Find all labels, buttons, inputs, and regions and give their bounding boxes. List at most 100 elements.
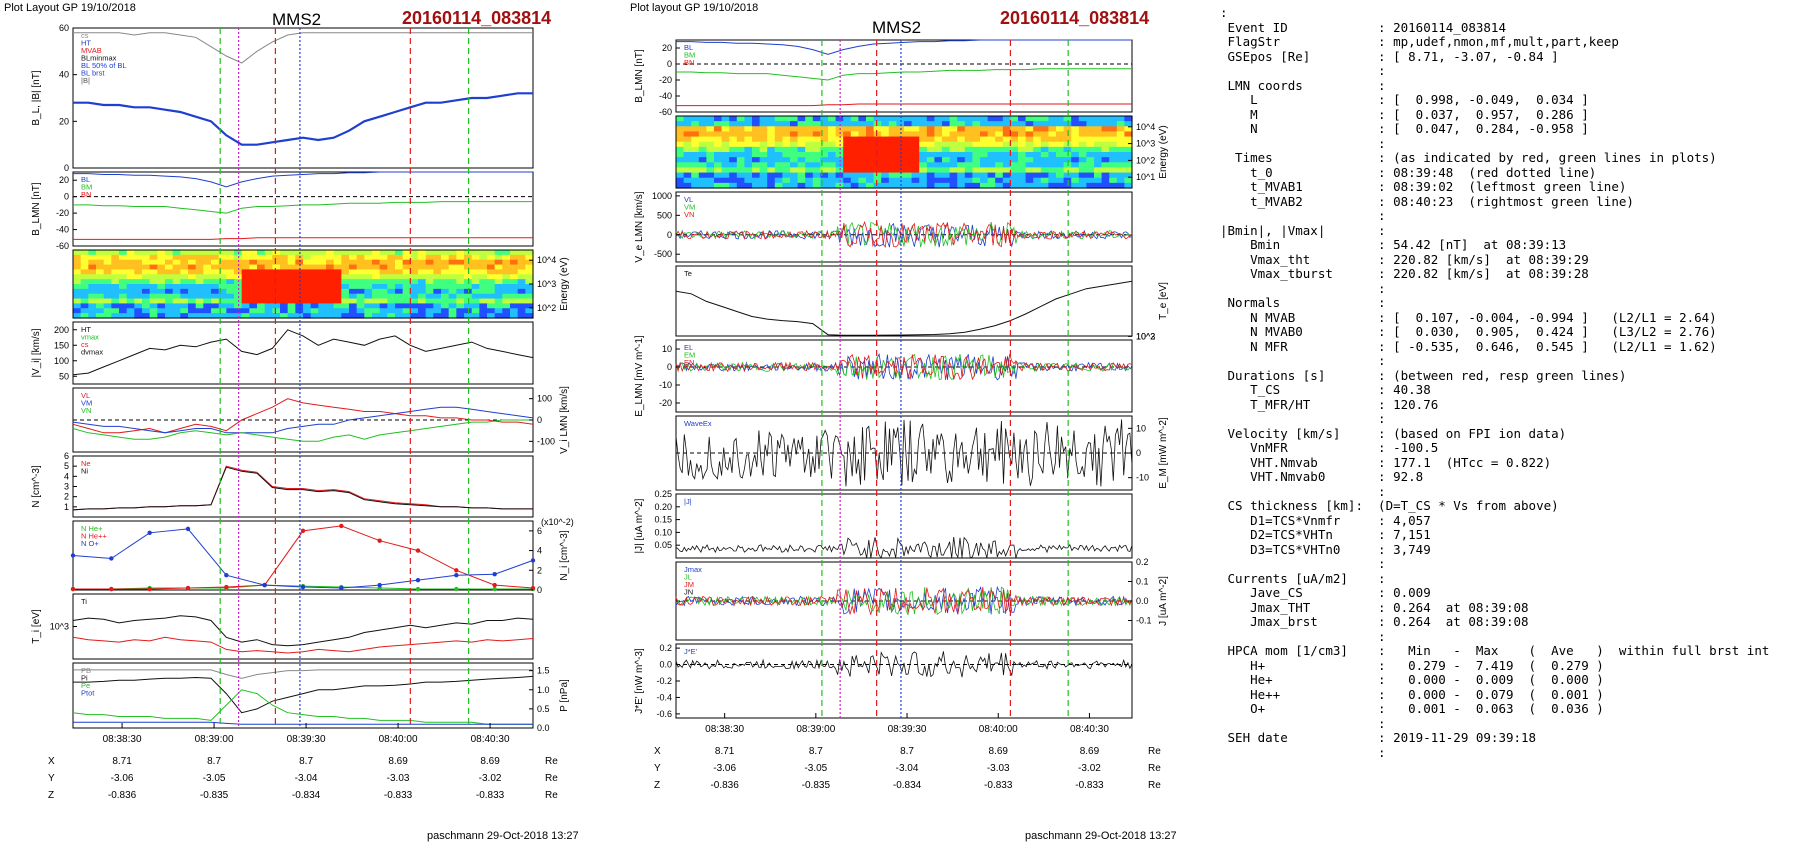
heatmap-cell (1124, 167, 1133, 174)
heatmap-cell (1018, 182, 1027, 189)
y-axis-label: V_e LMN [km/s] (634, 191, 645, 262)
heatmap-cell (188, 259, 197, 266)
heatmap-cell (456, 303, 465, 309)
heatmap-cell (729, 157, 738, 163)
heatmap-cell (387, 264, 396, 271)
heatmap-cell (379, 293, 388, 300)
y-axis-label: N [cm^-3] (31, 465, 42, 508)
heatmap-cell (797, 131, 806, 138)
y-tick-label: 50 (59, 371, 69, 381)
heatmap-cell (448, 279, 457, 285)
heatmap-cell (1101, 121, 1110, 127)
heatmap-cell (964, 157, 973, 163)
heatmap-cell (926, 162, 935, 169)
heatmap-cell (425, 279, 434, 285)
info-line: : (1220, 208, 1386, 223)
heatmap-cell (919, 136, 928, 143)
heatmap-cell (510, 308, 519, 314)
heatmap-cell (241, 288, 250, 295)
heatmap-cell (828, 182, 837, 189)
heatmap-cell (1018, 167, 1027, 174)
heatmap-cell (73, 293, 82, 300)
heatmap-cell (782, 126, 791, 133)
heatmap-cell (157, 250, 166, 256)
position-value: -0.834 (292, 790, 321, 800)
heatmap-cell (471, 264, 480, 271)
heatmap-cell (1040, 157, 1049, 163)
heatmap-cell (934, 162, 943, 169)
heatmap-cell (456, 279, 465, 285)
series-line (72, 329, 534, 376)
heatmap-cell (433, 269, 442, 275)
heatmap-cell (211, 279, 220, 285)
heatmap-cell (904, 131, 913, 138)
x-tick-label: 08:40:00 (379, 734, 418, 745)
heatmap-cell (464, 313, 473, 319)
heatmap-cell (729, 182, 738, 189)
heatmap-cell (73, 274, 82, 280)
series-point (70, 553, 76, 558)
heatmap-cell (904, 136, 913, 143)
heatmap-cell (425, 274, 434, 280)
heatmap-cell (949, 116, 958, 122)
y-tick-label: 5 (64, 461, 69, 471)
heatmap-cell (676, 116, 685, 122)
series-line (73, 669, 533, 679)
heatmap-cell (241, 303, 250, 309)
heatmap-cell (395, 279, 404, 285)
heatmap-cell (835, 131, 844, 138)
heatmap-cell (126, 274, 135, 280)
heatmap-cell (479, 288, 488, 295)
heatmap-cell (843, 182, 852, 189)
heatmap-cell (142, 279, 151, 285)
heatmap-cell (820, 116, 829, 122)
heatmap-cell (774, 152, 783, 158)
heatmap-cell (471, 288, 480, 295)
heatmap-cell (126, 259, 135, 266)
heatmap-cell (257, 259, 266, 266)
heatmap-cell (402, 274, 411, 280)
info-line: T_MFR/HT : 120.76 (1220, 396, 1439, 412)
info-line: VHT.Nmvab : 177.1 (HTcc = 0.822) (1220, 454, 1552, 470)
heatmap-cell (1094, 157, 1103, 163)
panel-frame (72, 662, 534, 729)
heatmap-cell (510, 254, 519, 261)
panel-frame (675, 39, 1133, 113)
heatmap-cell (241, 254, 250, 261)
left-layout-label: Plot Layout GP 19/10/2018 (4, 2, 136, 14)
heatmap-cell (119, 274, 128, 280)
heatmap-cell (767, 126, 776, 133)
heatmap-cell (96, 254, 105, 261)
heatmap-cell (1063, 116, 1072, 122)
heatmap-cell (676, 121, 685, 127)
heatmap-cell (249, 313, 258, 319)
heatmap-cell (805, 162, 814, 169)
heatmap-cell (1048, 182, 1057, 189)
heatmap-cell (980, 152, 989, 158)
x-tick-label: 08:39:30 (287, 734, 326, 745)
heatmap-cell (372, 303, 381, 309)
heatmap-cell (828, 146, 837, 153)
heatmap-cell (272, 269, 281, 275)
heatmap-cell (805, 131, 814, 138)
heatmap-cell (341, 298, 350, 305)
heatmap-cell (1010, 131, 1019, 138)
y-tick-label: -20 (659, 398, 672, 408)
heatmap-cell (888, 126, 897, 133)
position-value: 8.7 (207, 756, 221, 767)
heatmap-cell (1101, 172, 1110, 179)
heatmap-cell (805, 152, 814, 158)
heatmap-cell (433, 274, 442, 280)
heatmap-cell (456, 259, 465, 266)
heatmap-cell (241, 250, 250, 256)
heatmap-cell (341, 293, 350, 300)
heatmap-cell (126, 308, 135, 314)
y-axis-label: J*E' [nW m^-3] (634, 648, 645, 714)
info-line: Currents [uA/m2] : (1220, 570, 1386, 586)
heatmap-cell (995, 141, 1004, 148)
y-tick-label: 10^3 (50, 622, 69, 632)
series-point (224, 584, 229, 590)
heatmap-cell (326, 254, 335, 261)
heatmap-cell (729, 177, 738, 184)
